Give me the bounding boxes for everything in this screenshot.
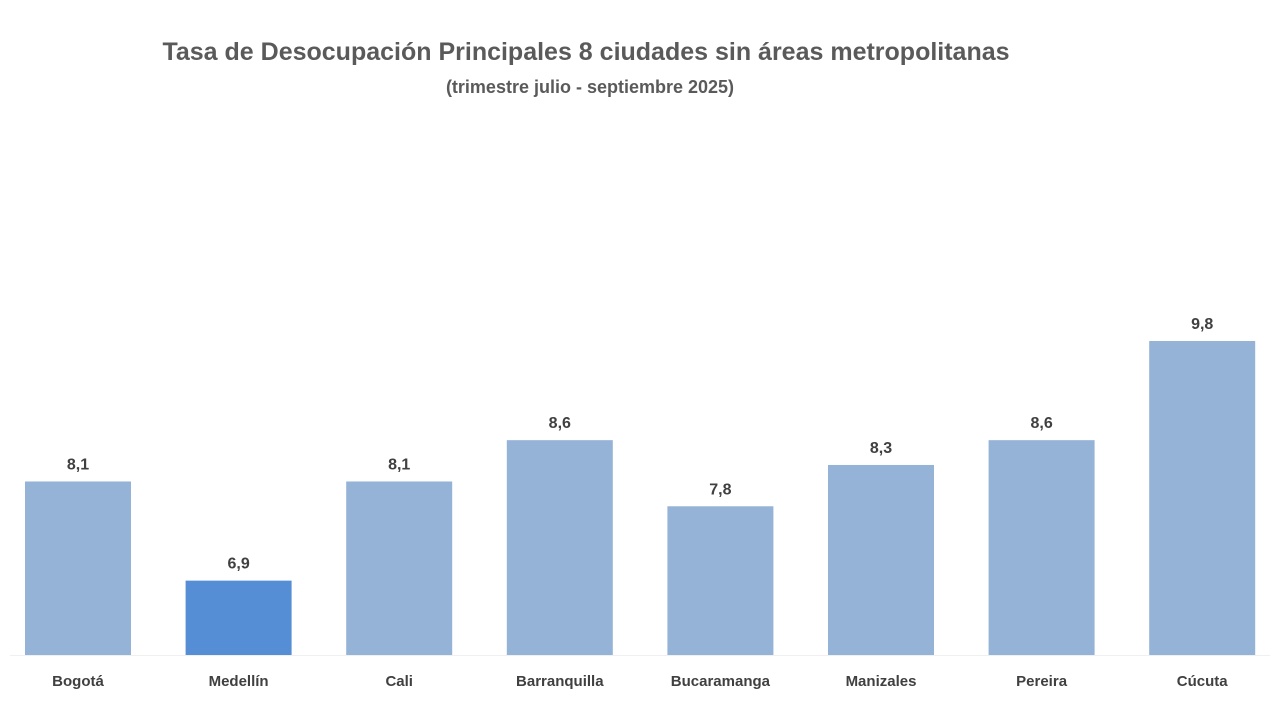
bar-3 — [506, 440, 613, 655]
bar-2 — [346, 481, 453, 655]
bar-0 — [25, 481, 131, 655]
x-tick-label: Bogotá — [52, 673, 104, 690]
bar-4 — [667, 506, 774, 655]
x-tick-label: Medellín — [209, 673, 269, 690]
bar-5 — [828, 464, 934, 655]
data-label: 8,1 — [67, 456, 89, 473]
x-tick-label: Bucaramanga — [671, 673, 771, 690]
chart-title: Tasa de Desocupación Principales 8 ciuda… — [162, 38, 1010, 66]
x-tick-label: Pereira — [1016, 673, 1068, 690]
x-tick-label: Manizales — [846, 673, 917, 690]
data-label: 8,6 — [549, 415, 571, 432]
bar-7 — [1149, 341, 1256, 655]
data-label: 8,6 — [1030, 415, 1052, 432]
chart-subtitle: (trimestre julio - septiembre 2025) — [445, 77, 735, 97]
bar-1 — [185, 580, 292, 655]
bar-6 — [988, 440, 1095, 655]
x-tick-label: Cali — [385, 673, 413, 690]
x-tick-label: Barranquilla — [516, 673, 604, 690]
data-label: 8,3 — [870, 440, 892, 457]
data-label: 9,8 — [1191, 316, 1213, 333]
data-label: 8,1 — [388, 456, 410, 473]
x-tick-label: Cúcuta — [1177, 673, 1228, 690]
data-label: 6,9 — [227, 556, 249, 573]
data-label: 7,8 — [709, 481, 731, 498]
